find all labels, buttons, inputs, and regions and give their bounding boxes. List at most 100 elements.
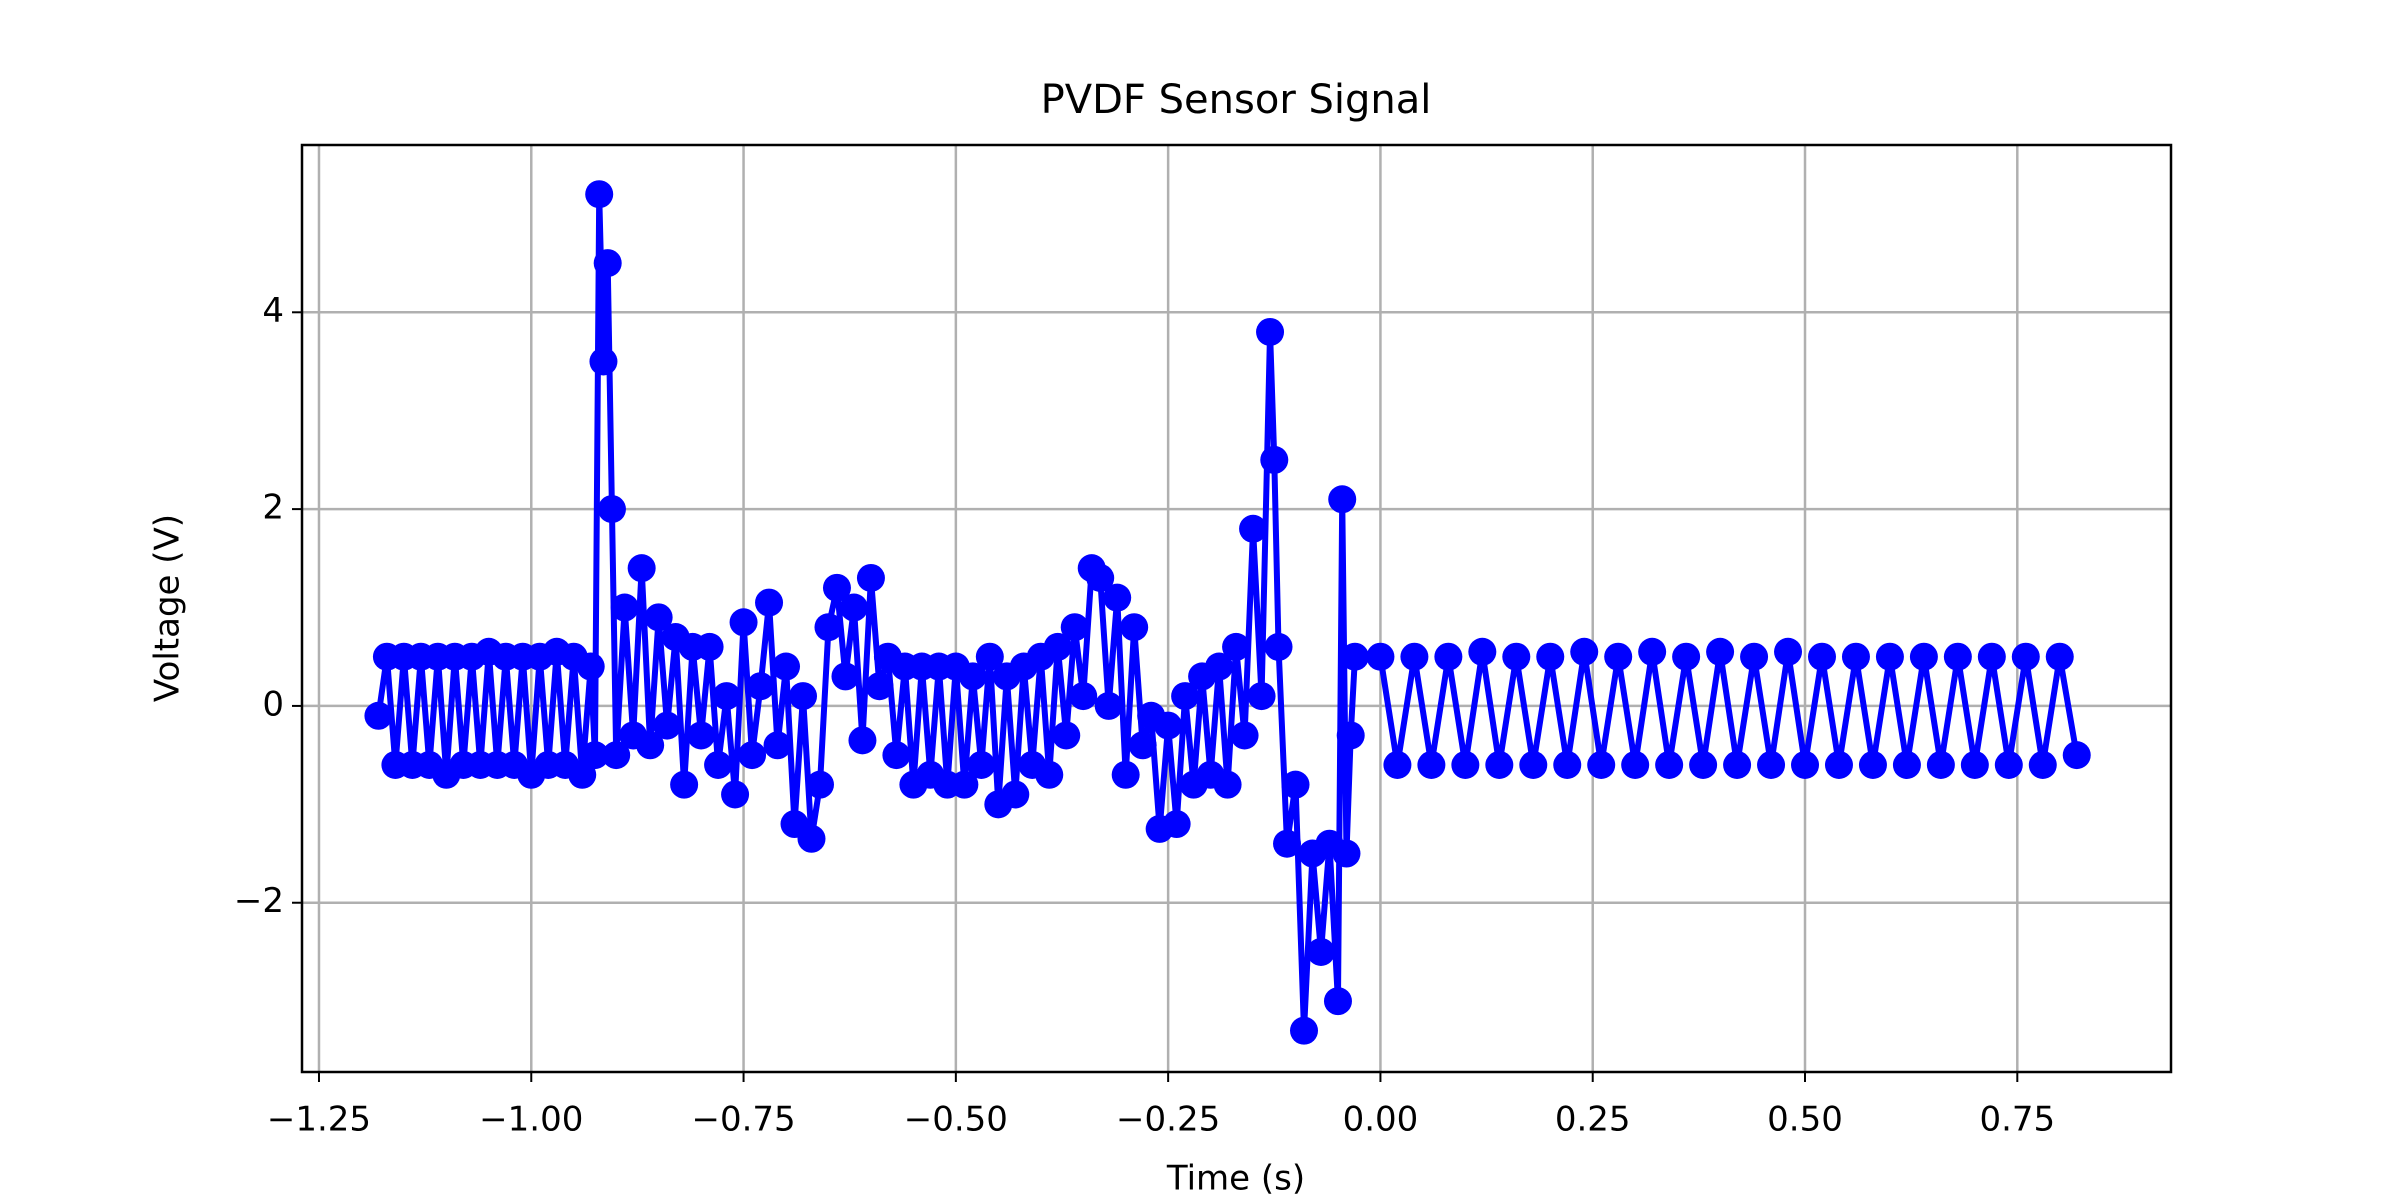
marker	[2011, 642, 2040, 671]
marker	[1689, 750, 1718, 779]
y-tick-label: 4	[262, 291, 284, 331]
marker	[2045, 642, 2074, 671]
marker	[602, 741, 631, 770]
x-tick-label: −0.25	[1116, 1100, 1220, 1140]
marker	[839, 593, 868, 622]
marker	[1035, 760, 1064, 789]
marker	[670, 770, 699, 799]
marker	[1858, 750, 1887, 779]
marker	[1536, 642, 1565, 671]
marker	[831, 662, 860, 691]
marker	[958, 662, 987, 691]
marker	[1892, 750, 1921, 779]
marker	[1926, 750, 1955, 779]
marker	[712, 682, 741, 711]
marker	[1162, 810, 1191, 839]
marker	[950, 770, 979, 799]
marker	[1841, 642, 1870, 671]
plot-frame	[300, 143, 2173, 1074]
marker	[1256, 317, 1285, 346]
marker	[746, 672, 775, 701]
marker	[865, 672, 894, 701]
marker	[1103, 583, 1132, 612]
marker	[1239, 514, 1268, 543]
marker	[1587, 750, 1616, 779]
marker	[364, 701, 393, 730]
marker	[1909, 642, 1938, 671]
marker	[1434, 642, 1463, 671]
marker	[1332, 839, 1361, 868]
marker	[805, 770, 834, 799]
y-tick-label: −2	[234, 881, 284, 921]
marker	[1336, 721, 1365, 750]
marker	[1128, 731, 1157, 760]
y-tick-label: 2	[262, 488, 284, 528]
marker	[1171, 682, 1200, 711]
marker	[1417, 750, 1446, 779]
x-tick-label: −0.50	[904, 1100, 1008, 1140]
x-tick-label: −0.75	[691, 1100, 795, 1140]
marker	[636, 731, 665, 760]
marker	[687, 721, 716, 750]
marker	[814, 613, 843, 642]
marker	[1706, 637, 1735, 666]
marker	[738, 741, 767, 770]
marker	[1086, 563, 1115, 592]
marker	[1260, 445, 1289, 474]
marker	[1290, 1016, 1319, 1045]
marker	[1060, 613, 1089, 642]
marker	[755, 588, 784, 617]
marker	[1875, 642, 1904, 671]
x-tick-label: 0.50	[1767, 1100, 1843, 1140]
marker	[1154, 711, 1183, 740]
marker	[1621, 750, 1650, 779]
marker	[1247, 682, 1276, 711]
marker	[593, 249, 622, 278]
marker	[589, 347, 618, 376]
x-tick-label: 0.75	[1979, 1100, 2055, 1140]
marker	[772, 652, 801, 681]
marker	[882, 741, 911, 770]
x-tick-label: −1.25	[267, 1100, 371, 1140]
chart-title: PVDF Sensor Signal	[1041, 77, 1432, 123]
marker	[1069, 682, 1098, 711]
marker	[1400, 642, 1429, 671]
marker	[1740, 642, 1769, 671]
marker	[1323, 987, 1352, 1016]
marker	[1485, 750, 1514, 779]
marker	[1281, 770, 1310, 799]
marker	[580, 741, 609, 770]
marker	[1791, 750, 1820, 779]
marker	[2028, 750, 2057, 779]
marker	[1366, 642, 1395, 671]
marker	[644, 603, 673, 632]
marker	[967, 750, 996, 779]
marker	[1001, 780, 1030, 809]
x-axis-label: Time (s)	[1166, 1159, 1305, 1199]
marker	[1994, 750, 2023, 779]
marker	[1655, 750, 1684, 779]
marker	[1120, 613, 1149, 642]
marker	[1205, 652, 1234, 681]
marker	[1043, 632, 1072, 661]
marker	[704, 750, 733, 779]
marker	[721, 780, 750, 809]
marker	[1638, 637, 1667, 666]
marker	[1273, 829, 1302, 858]
marker	[1502, 642, 1531, 671]
marker	[856, 563, 885, 592]
y-axis-label: Voltage (V)	[148, 514, 188, 702]
marker	[789, 682, 818, 711]
marker	[1306, 937, 1335, 966]
marker	[1672, 642, 1701, 671]
marker	[1052, 721, 1081, 750]
x-tick-label: −1.00	[479, 1100, 583, 1140]
marker	[1222, 632, 1251, 661]
marker	[1824, 750, 1853, 779]
y-tick-label: 0	[262, 684, 284, 724]
marker	[1807, 642, 1836, 671]
marker	[653, 711, 682, 740]
marker	[1977, 642, 2006, 671]
marker	[1328, 485, 1357, 514]
